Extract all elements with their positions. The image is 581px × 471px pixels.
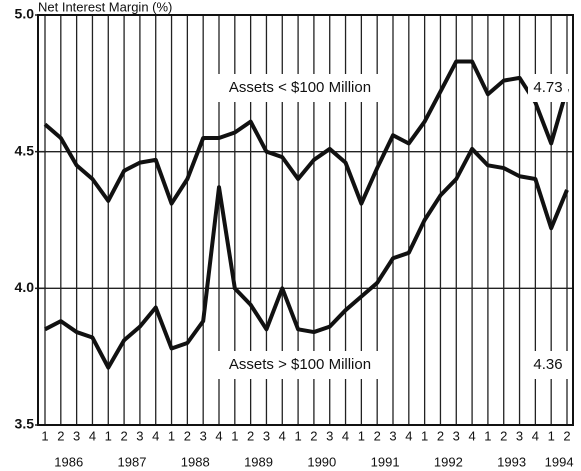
x-tick-label: 1 bbox=[168, 428, 175, 443]
x-tick-label: 1 bbox=[484, 428, 491, 443]
x-tick-label: 4 bbox=[532, 428, 539, 443]
x-tick-label: 4 bbox=[405, 428, 412, 443]
year-label: 1986 bbox=[54, 454, 83, 469]
x-tick-label: 4 bbox=[152, 428, 159, 443]
x-tick-label: 2 bbox=[120, 428, 127, 443]
series-label: Assets < $100 Million bbox=[229, 79, 371, 96]
year-label: 1989 bbox=[244, 454, 273, 469]
x-tick-label: 2 bbox=[184, 428, 191, 443]
y-tick-label: 4.5 bbox=[15, 142, 35, 158]
plot-frame bbox=[37, 14, 574, 426]
y-tick-label: 4.0 bbox=[15, 279, 35, 295]
y-tick-label: 3.5 bbox=[15, 416, 35, 432]
x-tick-label: 2 bbox=[437, 428, 444, 443]
end-label: 4.73 bbox=[533, 79, 562, 96]
label-box bbox=[215, 74, 385, 102]
year-label: 1993 bbox=[497, 454, 526, 469]
x-tick-label: 3 bbox=[516, 428, 523, 443]
series-line bbox=[43, 59, 569, 206]
year-label: 1992 bbox=[434, 454, 463, 469]
year-label: 1987 bbox=[118, 454, 147, 469]
y-axis-title: Net Interest Margin (%) bbox=[38, 0, 172, 14]
x-tick-label: 1 bbox=[41, 428, 48, 443]
series-line bbox=[44, 146, 569, 370]
x-tick-label: 4 bbox=[468, 428, 475, 443]
x-tick-label: 2 bbox=[500, 428, 507, 443]
x-tick-label: 2 bbox=[374, 428, 381, 443]
x-tick-label: 3 bbox=[326, 428, 333, 443]
x-tick-label: 1 bbox=[105, 428, 112, 443]
x-tick-label: 2 bbox=[247, 428, 254, 443]
year-label: 1988 bbox=[181, 454, 210, 469]
x-tick-label: 2 bbox=[57, 428, 64, 443]
series-label: Assets > $100 Million bbox=[229, 356, 371, 373]
label-box bbox=[528, 74, 568, 102]
x-tick-label: 3 bbox=[389, 428, 396, 443]
x-tick-label: 3 bbox=[200, 428, 207, 443]
label-box bbox=[215, 351, 385, 379]
year-label: 1991 bbox=[371, 454, 400, 469]
x-tick-label: 4 bbox=[279, 428, 286, 443]
x-tick-label: 1 bbox=[294, 428, 301, 443]
y-tick-label: 5.0 bbox=[15, 6, 35, 22]
x-tick-label: 3 bbox=[453, 428, 460, 443]
x-tick-label: 1 bbox=[231, 428, 238, 443]
x-tick-label: 3 bbox=[263, 428, 270, 443]
x-tick-label: 4 bbox=[89, 428, 96, 443]
end-label: 4.36 bbox=[533, 356, 562, 373]
label-box bbox=[528, 351, 568, 379]
x-tick-label: 2 bbox=[563, 428, 570, 443]
x-tick-label: 2 bbox=[310, 428, 317, 443]
x-tick-label: 3 bbox=[73, 428, 80, 443]
x-tick-label: 1 bbox=[548, 428, 555, 443]
year-label: 1994 bbox=[545, 454, 574, 469]
year-label: 1990 bbox=[307, 454, 336, 469]
x-tick-label: 1 bbox=[421, 428, 428, 443]
x-tick-label: 3 bbox=[136, 428, 143, 443]
x-tick-label: 1 bbox=[358, 428, 365, 443]
x-tick-label: 4 bbox=[342, 428, 349, 443]
x-tick-label: 4 bbox=[215, 428, 222, 443]
